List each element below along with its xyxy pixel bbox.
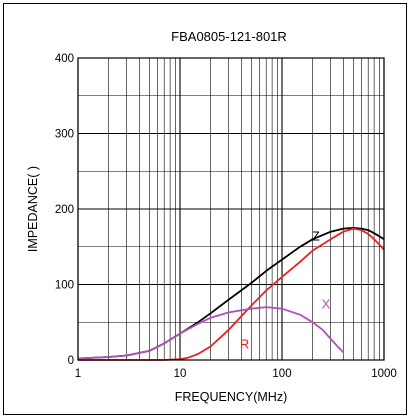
minor-grid — [78, 58, 384, 360]
x-tick-label: 1 — [75, 368, 81, 380]
y-tick-label: 100 — [55, 280, 74, 292]
series-label-z: Z — [312, 229, 320, 244]
x-tick-label: 10 — [174, 368, 187, 380]
series-label-x: X — [322, 297, 331, 312]
x-tick-label: 100 — [272, 368, 291, 380]
plot-border — [77, 57, 385, 361]
series-label-r: R — [240, 337, 249, 352]
x-axis-label: FREQUENCY(MHz) — [175, 390, 288, 404]
y-axis-label: IMPEDANCE( ) — [26, 166, 40, 252]
y-tick-label: 200 — [55, 204, 74, 216]
y-tick-label: 0 — [68, 355, 74, 367]
series-line-x — [77, 306, 345, 360]
x-tick-label: 1000 — [371, 368, 397, 380]
x-tick-labels: 1 10 100 1000 — [75, 368, 397, 380]
series-labels: Z R X — [240, 229, 331, 352]
y-tick-label: 300 — [55, 129, 74, 141]
y-tick-label: 400 — [55, 53, 74, 65]
y-tick-labels: 0 100 200 300 400 — [55, 53, 74, 367]
chart-title: FBA0805-121-801R — [171, 29, 287, 44]
